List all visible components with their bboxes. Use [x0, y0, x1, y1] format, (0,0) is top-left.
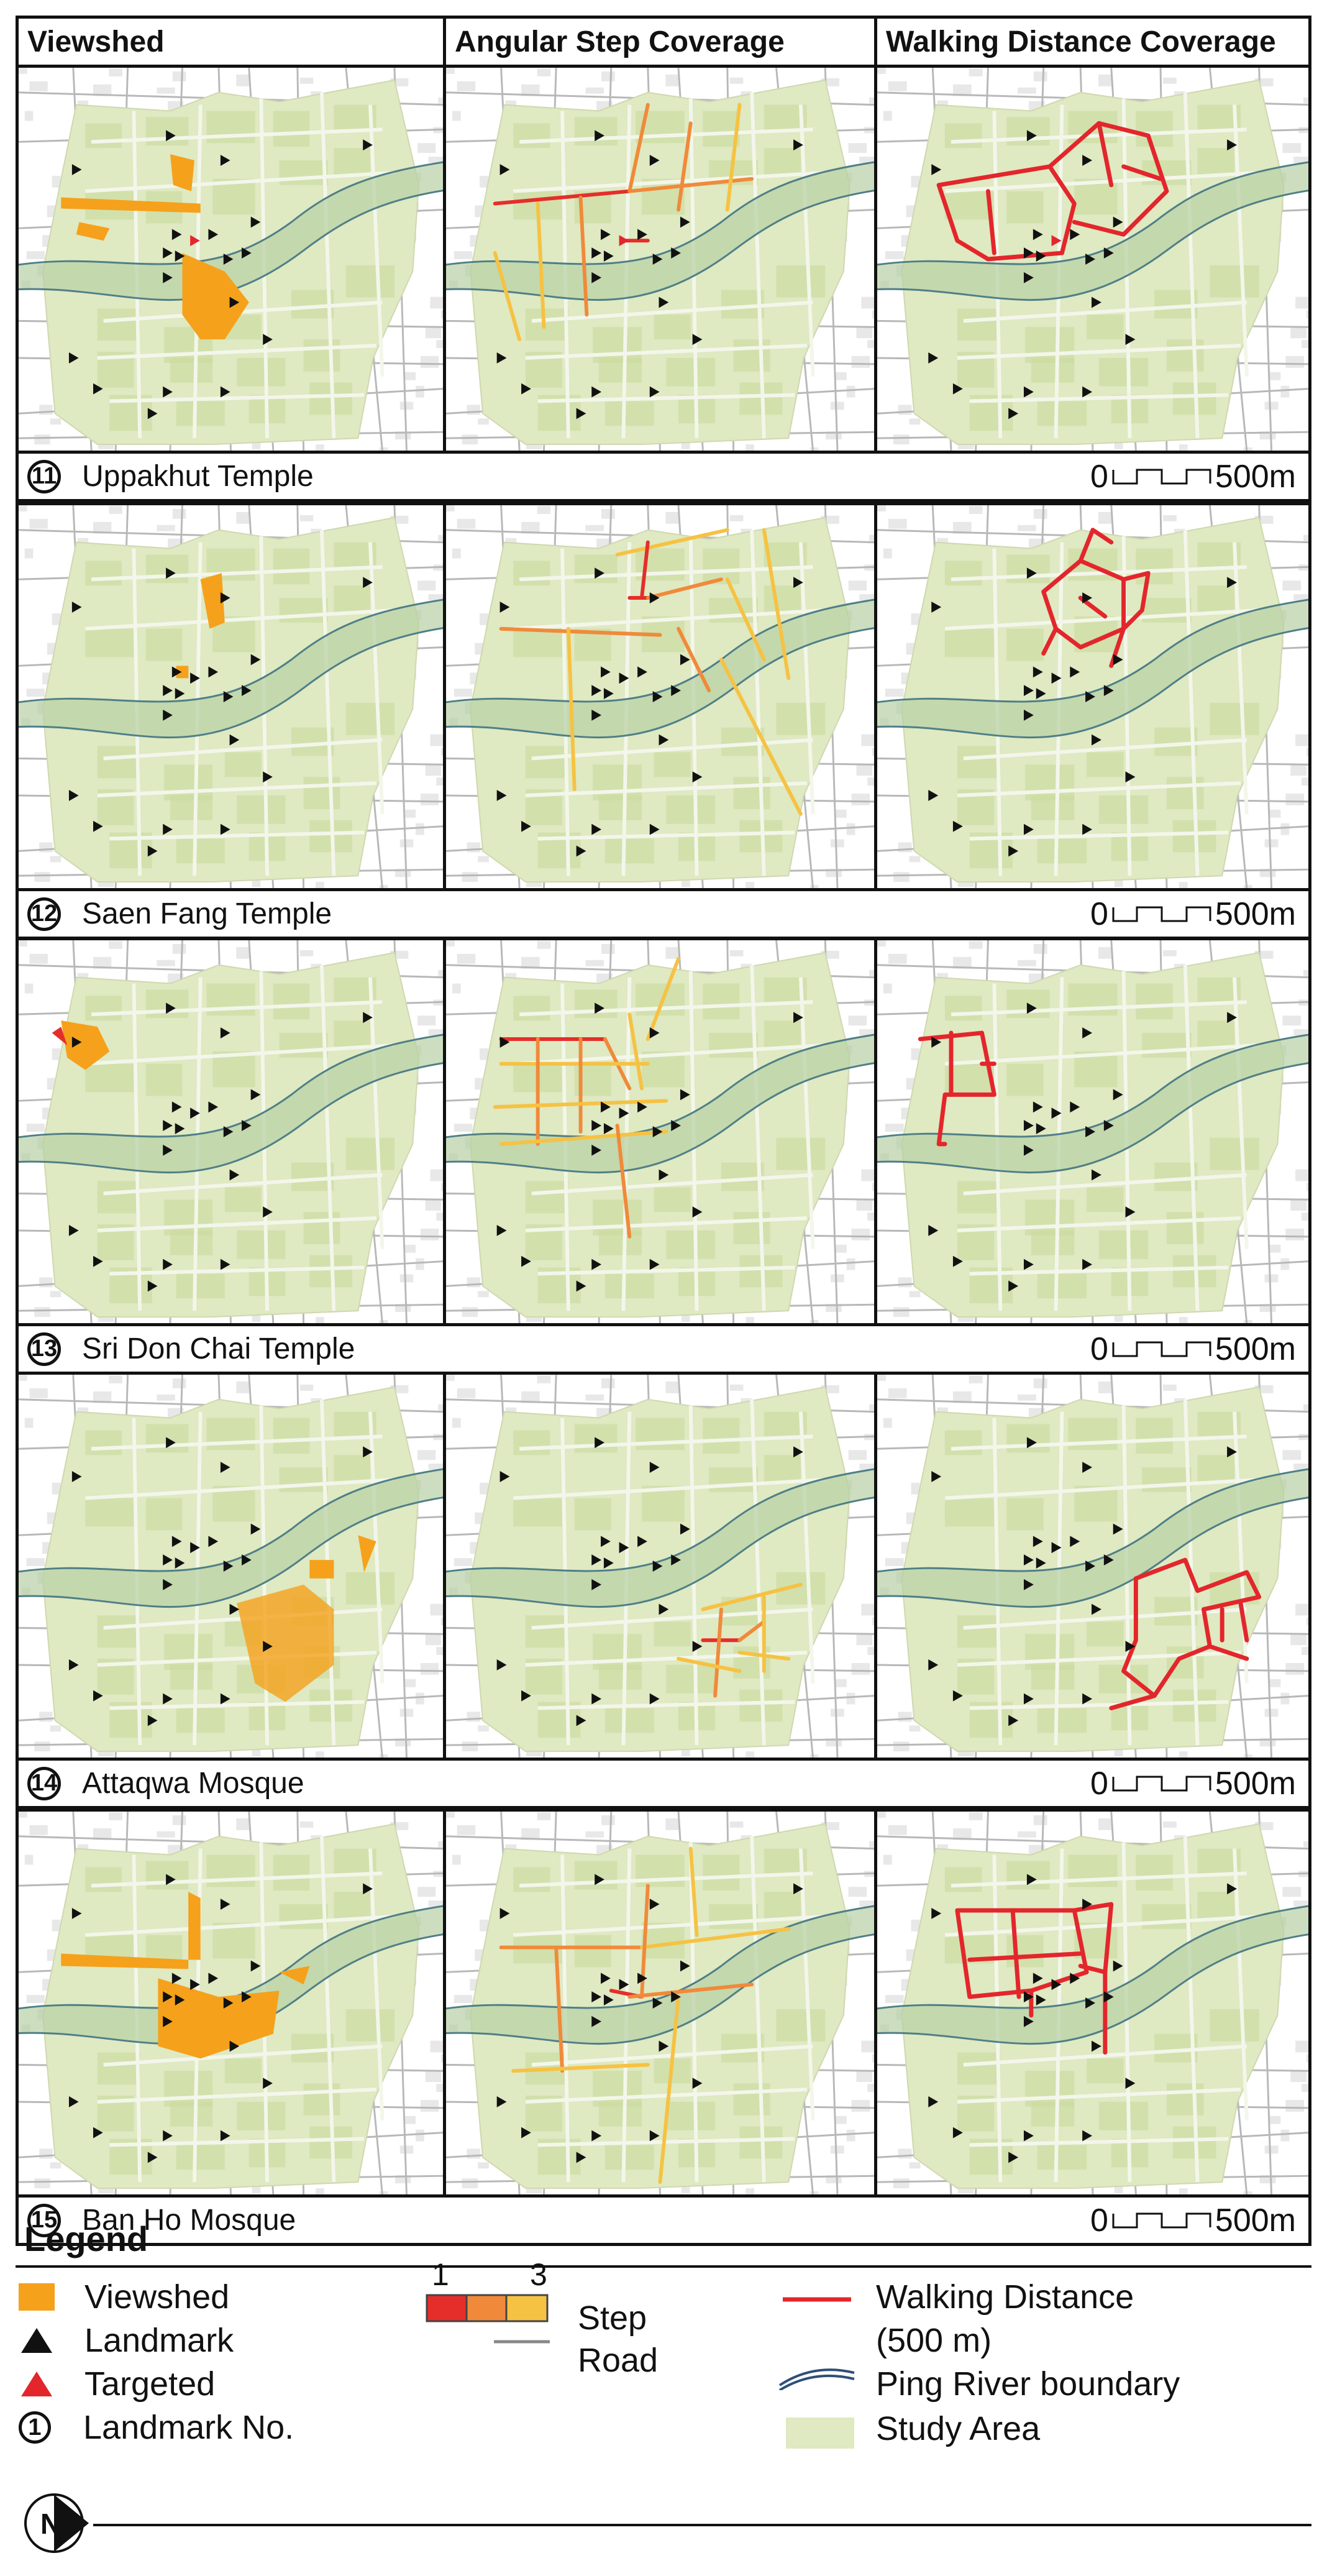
map-angular-step-14 — [443, 1372, 877, 1761]
scale-end: 500m — [1215, 896, 1296, 932]
scale-bar-icon — [1112, 469, 1211, 484]
legend-study-area-label: Study Area — [876, 2410, 1041, 2447]
map-svg — [446, 1375, 874, 1758]
landmark-triangle-icon — [21, 2328, 52, 2353]
map-angular-step-13 — [443, 937, 877, 1326]
north-label: N — [40, 2508, 61, 2540]
legend-landmark-no-label: Landmark No. — [83, 2409, 294, 2446]
scale-end: 500m — [1215, 1765, 1296, 1802]
walking-line-swatch — [783, 2297, 851, 2302]
map-svg — [877, 1812, 1308, 2194]
landmark-name: Sri Don Chai Temple — [82, 1332, 355, 1365]
legend-ping-river-label: Ping River boundary — [876, 2365, 1180, 2403]
north-arrow-icon: N — [24, 2493, 89, 2553]
scale-bar: 0 500m — [1090, 1765, 1296, 1802]
scale-zero: 0 — [1090, 1765, 1108, 1802]
scale-end: 500m — [1215, 2202, 1296, 2239]
map-svg — [19, 940, 443, 1323]
landmark-name: Uppakhut Temple — [82, 460, 314, 493]
map-svg — [877, 505, 1308, 888]
map-svg — [19, 1812, 443, 2194]
scale-bar: 0 500m — [1090, 1331, 1296, 1368]
map-svg — [877, 940, 1308, 1323]
river-line-swatch — [778, 2368, 855, 2390]
study-area-swatch — [786, 2418, 854, 2449]
legend-step-max: 3 — [530, 2257, 547, 2292]
map-angular-step-15 — [443, 1808, 877, 2198]
road-line-swatch — [494, 2340, 550, 2344]
map-viewshed-13 — [16, 937, 446, 1326]
legend-walking-label: Walking Distance — [876, 2278, 1134, 2316]
map-walking-distance-12 — [874, 502, 1311, 891]
legend-road-label: Road — [578, 2342, 659, 2379]
scale-bar-icon — [1112, 906, 1211, 922]
landmark-name: Saen Fang Temple — [82, 897, 332, 930]
map-svg — [19, 68, 443, 451]
landmark-label-bar: 13 Sri Don Chai Temple 0 500m — [16, 1323, 1311, 1375]
landmark-number-circle-icon: 12 — [27, 897, 61, 931]
scale-end: 500m — [1215, 458, 1296, 495]
map-viewshed-12 — [16, 502, 446, 891]
scale-bar-icon — [1112, 1776, 1211, 1791]
targeted-triangle-icon — [21, 2372, 52, 2396]
landmark-label-bar: 12 Saen Fang Temple 0 500m — [16, 888, 1311, 940]
figure: Viewshed Angular Step Coverage Walking D… — [16, 16, 1311, 2562]
scale-zero: 0 — [1090, 896, 1108, 932]
map-svg — [19, 1375, 443, 1758]
map-viewshed-14 — [16, 1372, 446, 1761]
landmark-label-bar: 15 Ban Ho Mosque 0 500m — [16, 2194, 1311, 2246]
map-svg — [877, 68, 1308, 451]
legend-viewshed-label: Viewshed — [84, 2278, 230, 2316]
scale-bar-icon — [1112, 2212, 1211, 2228]
landmark-name: Attaqwa Mosque — [82, 1767, 304, 1800]
landmark-number-circle-icon: 1 — [19, 2411, 51, 2444]
legend-divider — [16, 2265, 1311, 2268]
legend-item-viewshed: Viewshed — [19, 2278, 229, 2316]
map-svg — [877, 1375, 1308, 1758]
map-walking-distance-13 — [874, 937, 1311, 1326]
landmark-number-circle-icon: 11 — [27, 459, 61, 493]
landmark-label-bar: 11 Uppakhut Temple 0 500m — [16, 451, 1311, 502]
map-angular-step-11 — [443, 65, 877, 454]
legend-targeted-label: Targeted — [84, 2365, 216, 2403]
legend-title: Legend — [24, 2219, 148, 2258]
legend-landmark-label: Landmark — [84, 2322, 234, 2359]
scale-bar: 0 500m — [1090, 896, 1296, 933]
legend-step-label: Step — [578, 2299, 647, 2337]
viewshed-swatch — [19, 2283, 55, 2311]
map-angular-step-12 — [443, 502, 877, 891]
map-svg — [446, 1812, 874, 2194]
landmark-number-circle-icon: 15 — [27, 2203, 61, 2237]
scale-end: 500m — [1215, 1331, 1296, 1367]
scale-zero: 0 — [1090, 458, 1108, 495]
landmark-number-circle-icon: 13 — [27, 1332, 61, 1366]
landmark-label-bar: 14 Attaqwa Mosque 0 500m — [16, 1758, 1311, 1809]
legend-item-landmark-no: 1 Landmark No. — [19, 2408, 294, 2447]
header-walking-distance: Walking Distance Coverage — [874, 16, 1311, 68]
legend-item-landmark: Landmark — [19, 2321, 234, 2360]
legend-walking-sub: (500 m) — [876, 2322, 992, 2359]
map-viewshed-11 — [16, 65, 446, 454]
landmark-name: Ban Ho Mosque — [82, 2204, 296, 2237]
landmark-number-circle-icon: 14 — [27, 1766, 61, 1800]
map-walking-distance-15 — [874, 1808, 1311, 2198]
map-walking-distance-11 — [874, 65, 1311, 454]
map-svg — [19, 505, 443, 888]
map-svg — [446, 505, 874, 888]
map-viewshed-15 — [16, 1808, 446, 2198]
scale-zero: 0 — [1090, 2202, 1108, 2239]
scale-zero: 0 — [1090, 1331, 1108, 1367]
header-angular-step: Angular Step Coverage — [443, 16, 877, 68]
scale-bar: 0 500m — [1090, 2202, 1296, 2239]
scale-bar: 0 500m — [1090, 458, 1296, 495]
map-walking-distance-14 — [874, 1372, 1311, 1761]
north-line — [93, 2524, 1311, 2526]
map-svg — [446, 940, 874, 1323]
legend-item-targeted: Targeted — [19, 2365, 215, 2403]
map-svg — [446, 68, 874, 451]
scale-bar-icon — [1112, 1341, 1211, 1357]
header-viewshed: Viewshed — [16, 16, 446, 68]
legend-step-min: 1 — [432, 2257, 449, 2292]
step-gradient-swatch — [426, 2294, 549, 2322]
